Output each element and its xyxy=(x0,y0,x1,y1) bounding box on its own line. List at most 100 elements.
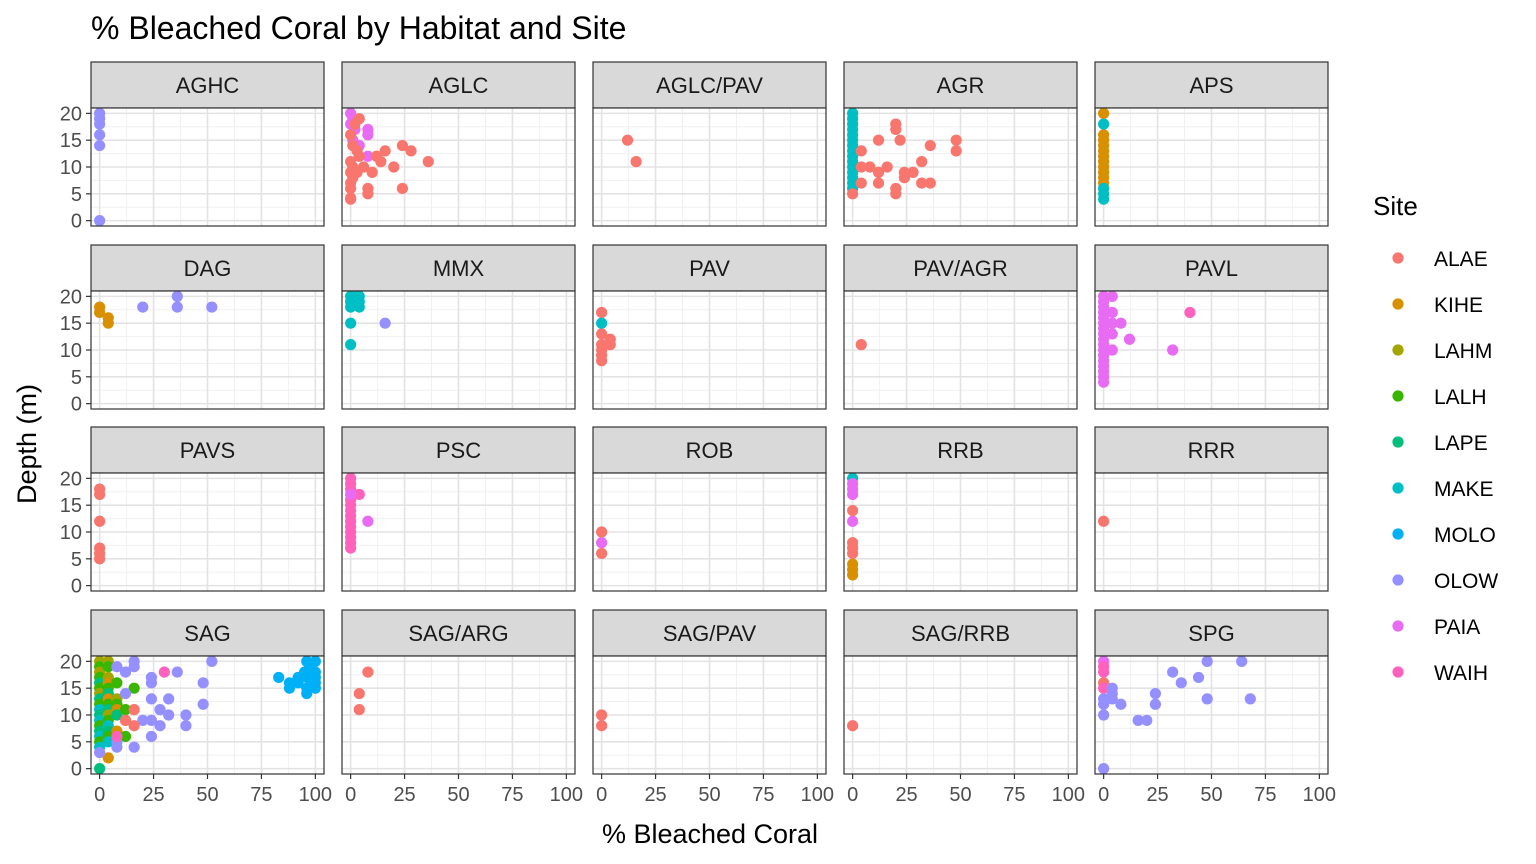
point-alae xyxy=(345,192,357,204)
facet-strip xyxy=(341,609,576,657)
point-olow xyxy=(154,704,166,716)
point-alae xyxy=(375,156,387,168)
facet-panel-aghc: AGHC xyxy=(90,61,325,227)
point-paia xyxy=(362,150,374,162)
point-waih xyxy=(353,488,365,501)
facet-panel-rrb: RRB xyxy=(843,426,1078,592)
y-tick-label: 15 xyxy=(60,130,82,152)
point-olow xyxy=(119,687,132,700)
point-molo xyxy=(309,655,321,667)
point-olow xyxy=(128,661,140,673)
facet-panel-rrr: RRR xyxy=(1094,426,1329,592)
point-kihe xyxy=(94,306,106,319)
facet-strip-label: SAG/RRB xyxy=(911,621,1010,646)
facet-panels: AGHC AGLC AGLC/PAV AGR APS DAG MMX PAV PAV/AGR PA… xyxy=(90,61,1329,775)
facet-panel-rob: ROB xyxy=(592,426,827,592)
point-alae xyxy=(847,504,859,517)
point-alae xyxy=(94,488,106,501)
point-lalh xyxy=(119,704,132,716)
point-olow xyxy=(1192,671,1205,684)
point-olow xyxy=(128,741,140,753)
point-olow xyxy=(1149,698,1162,710)
facet-strip-label: RRB xyxy=(937,438,983,463)
point-paia xyxy=(847,515,859,527)
point-olow xyxy=(94,746,106,759)
x-tick-label: 25 xyxy=(895,784,917,806)
legend-key xyxy=(1392,344,1404,356)
panel-grid xyxy=(593,291,826,409)
point-olow xyxy=(1098,763,1110,775)
y-tick-label: 0 xyxy=(71,394,82,416)
point-alae xyxy=(855,177,867,189)
x-tick-label: 25 xyxy=(644,784,666,806)
point-lalh xyxy=(128,682,140,694)
panel-border xyxy=(843,290,1078,410)
point-olow xyxy=(379,317,391,329)
panel-border xyxy=(843,107,1078,227)
panel-grid xyxy=(1095,291,1328,409)
panel-grid xyxy=(1095,473,1328,591)
facet-panel-agr: AGR xyxy=(843,61,1078,227)
facet-strip-label: AGHC xyxy=(176,73,240,98)
point-molo xyxy=(309,682,321,694)
y-tick-label: 10 xyxy=(60,705,82,727)
x-tick-label: 50 xyxy=(196,784,218,806)
facet-strip xyxy=(90,244,325,292)
facet-panel-aglc: AGLC xyxy=(341,61,576,227)
x-tick-label: 50 xyxy=(698,784,720,806)
point-olow xyxy=(119,666,132,678)
point-olow xyxy=(1175,677,1187,689)
facet-strip-label: PSC xyxy=(436,438,481,463)
panel-points xyxy=(94,107,106,227)
point-olow xyxy=(180,720,192,732)
panel-points xyxy=(596,306,616,367)
point-olow xyxy=(94,129,106,141)
point-alae xyxy=(898,172,911,184)
point-alae xyxy=(847,547,859,560)
facet-strip-label: SAG xyxy=(184,621,230,646)
point-olow xyxy=(94,139,106,152)
point-alae xyxy=(847,188,859,200)
point-alae xyxy=(596,720,608,732)
x-tick-label: 50 xyxy=(447,784,469,806)
point-alae xyxy=(379,145,391,157)
legend-key xyxy=(1392,482,1404,494)
y-tick-label: 10 xyxy=(60,522,82,544)
point-olow xyxy=(137,714,149,726)
x-tick-label: 75 xyxy=(1254,784,1276,806)
panel-border xyxy=(341,290,576,410)
panel-points xyxy=(345,472,374,554)
panel-border xyxy=(1094,290,1329,410)
legend-label: MAKE xyxy=(1434,478,1494,501)
facet-strip xyxy=(843,609,1078,657)
panel-points xyxy=(621,134,642,168)
point-lalh xyxy=(111,677,123,689)
point-olow xyxy=(197,677,209,689)
point-alae xyxy=(366,166,378,178)
point-make xyxy=(345,301,357,313)
point-waih xyxy=(158,666,170,678)
panel-grid xyxy=(342,656,575,774)
legend-item-olow: OLOW xyxy=(1392,570,1498,593)
panel-points xyxy=(1098,655,1256,775)
legend-key xyxy=(1392,298,1404,310)
point-olow xyxy=(197,698,209,710)
legend-item-lalh: LALH xyxy=(1392,386,1487,409)
panel-points xyxy=(94,290,218,329)
point-molo xyxy=(301,687,313,700)
facet-strip-label: SPG xyxy=(1188,621,1234,646)
x-tick-label: 25 xyxy=(393,784,415,806)
point-alae xyxy=(353,687,365,700)
point-paia xyxy=(1167,344,1179,356)
point-alae xyxy=(950,145,962,157)
point-alae xyxy=(396,182,409,195)
point-paia xyxy=(1106,306,1118,319)
y-tick-label: 10 xyxy=(60,157,82,179)
panel-border xyxy=(341,472,576,592)
panel-grid xyxy=(593,656,826,774)
facet-strip-label: PAV xyxy=(689,256,730,281)
point-paia xyxy=(362,515,374,527)
facet-strip xyxy=(843,244,1078,292)
facet-strip xyxy=(1094,609,1329,657)
point-alae xyxy=(345,182,357,195)
